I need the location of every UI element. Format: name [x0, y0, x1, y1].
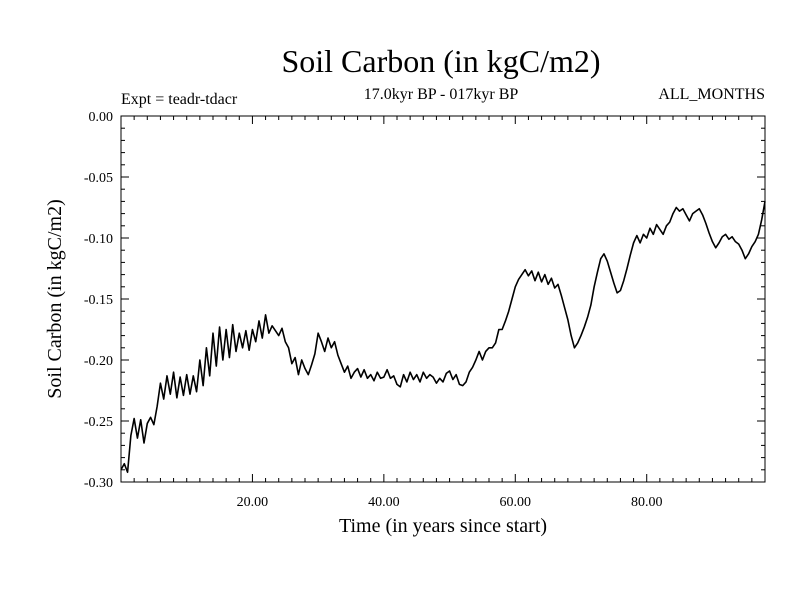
months-label: ALL_MONTHS [658, 86, 765, 103]
expt-label: Expt = teadr-tdacr [121, 91, 238, 108]
x-tick-label: 20.00 [237, 495, 269, 510]
y-tick-label: -0.20 [84, 354, 113, 369]
y-tick-label: -0.10 [84, 232, 113, 247]
period-label: 17.0kyr BP - 017kyr BP [364, 86, 519, 103]
y-tick-label: -0.05 [84, 171, 113, 186]
axis-tick-labels: 20.00 40.00 60.00 80.00 0.00 -0.05 -0.10 -0.15 -… [84, 110, 663, 510]
y-tick-label: -0.25 [84, 415, 113, 430]
y-tick-label: 0.00 [89, 110, 114, 125]
x-tick-label: 60.00 [500, 495, 532, 510]
series-line [120, 201, 766, 474]
plot-frame [120, 115, 766, 483]
x-tick-label: 40.00 [368, 495, 400, 510]
chart-title: Soil Carbon (in kgC/m2) [281, 43, 600, 79]
y-tick-label: -0.15 [84, 293, 113, 308]
y-tick-label: -0.30 [84, 476, 113, 491]
x-tick-label: 80.00 [631, 495, 663, 510]
y-axis-label: Soil Carbon (in kgC/m2) [44, 199, 66, 398]
x-axis-label: Time (in years since start) [339, 515, 547, 537]
axis-ticks [121, 116, 765, 482]
